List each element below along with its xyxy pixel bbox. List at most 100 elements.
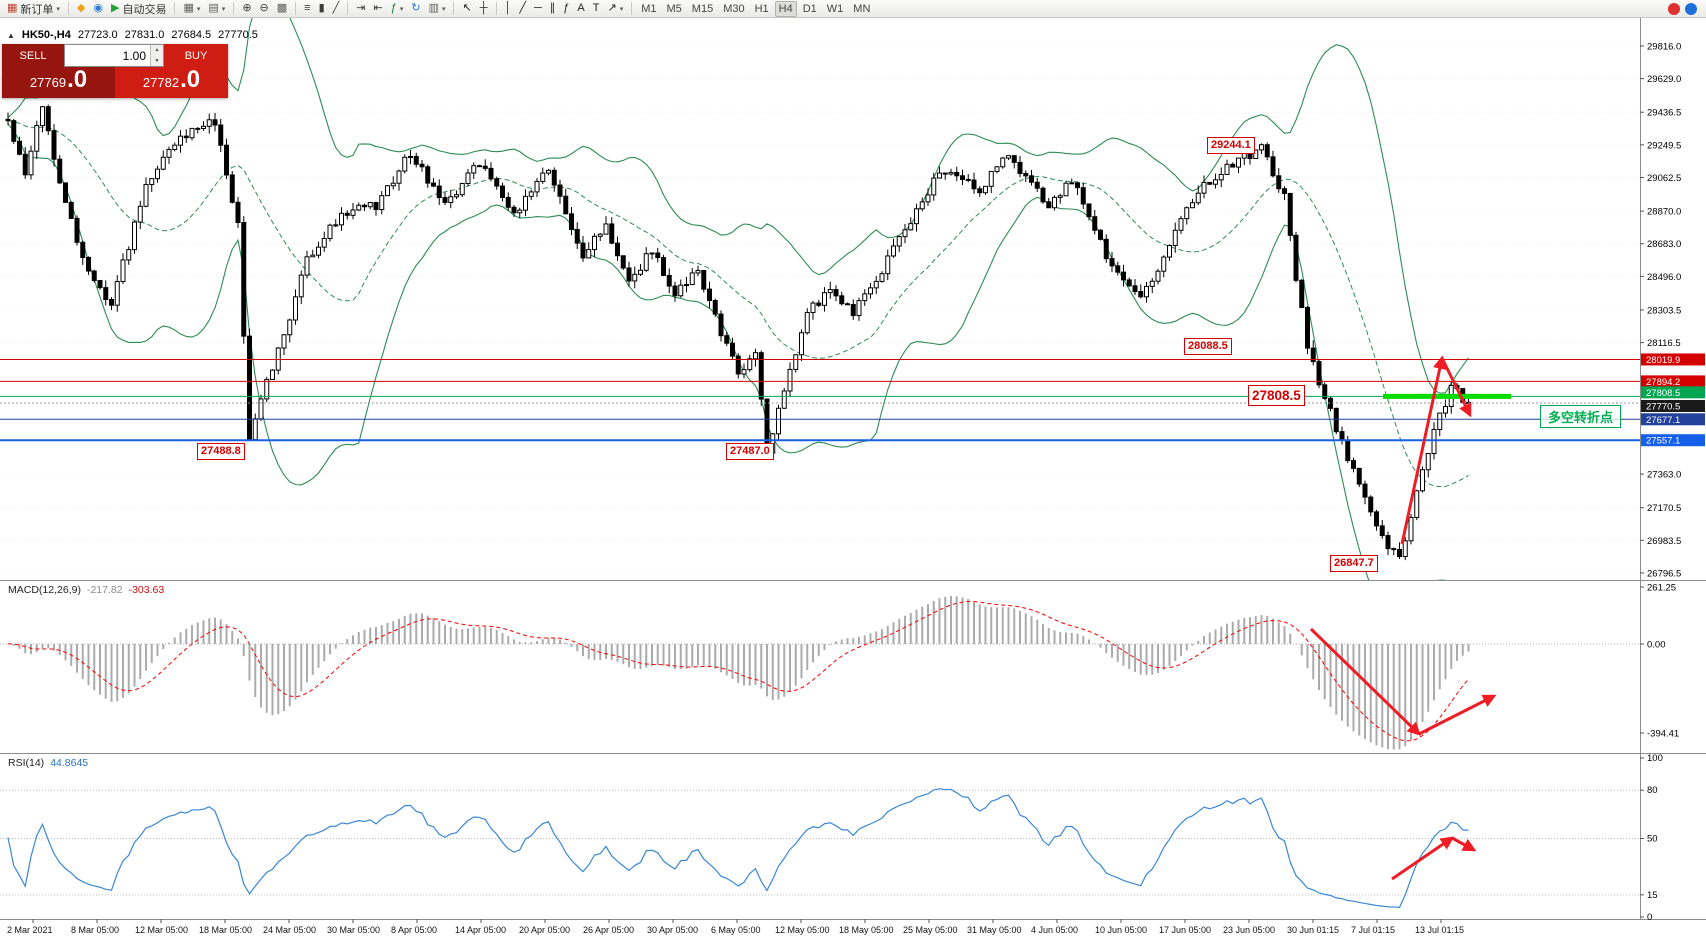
crosshair-icon: ┼	[479, 2, 488, 14]
tf-w1-button[interactable]: W1	[823, 1, 848, 17]
candlestick-chart-button[interactable]: ▮	[316, 1, 328, 17]
text-button[interactable]: A	[574, 1, 587, 17]
profiles-icon: ▤	[208, 2, 219, 14]
rsi-name: RSI(14)	[8, 757, 45, 769]
chart-shift-button[interactable]: ⇤	[370, 1, 385, 17]
cycle-button[interactable]: ↻	[408, 1, 423, 17]
svg-text:18 Mar 05:00: 18 Mar 05:00	[199, 925, 252, 935]
volume-value[interactable]: 1.00	[122, 48, 146, 63]
new-chart-button[interactable]: ▦ ▾	[180, 1, 203, 17]
svg-text:7 Jul 01:15: 7 Jul 01:15	[1351, 925, 1395, 935]
tf-m1-button[interactable]: M1	[637, 1, 660, 17]
open-value: 27723.0	[77, 29, 118, 41]
tf-h4-button[interactable]: H4	[774, 0, 797, 17]
bar-chart-button[interactable]: ≡	[301, 1, 313, 17]
trade-panel-toggle[interactable]: ▲	[7, 30, 15, 40]
svg-text:25 May 05:00: 25 May 05:00	[903, 925, 958, 935]
profiles-button[interactable]: ▤ ▾	[205, 1, 228, 17]
arrows-icon: ↗	[607, 2, 617, 14]
tf-d1-button[interactable]: D1	[799, 1, 821, 17]
ohlc-info: ▲ HK50-,H4 27723.0 27831.0 27684.5 27770…	[7, 29, 258, 41]
fibonacci-button[interactable]: ƒ	[560, 1, 572, 17]
toolbar-separator	[495, 2, 497, 15]
community-icon[interactable]: ◉	[90, 1, 106, 17]
svg-text:30 Mar 05:00: 30 Mar 05:00	[327, 925, 380, 935]
price-axis: 29816.0 29629.0 29436.5 29249.5 29062.5 28870…	[1640, 42, 1705, 579]
volume-up-button[interactable]: ▲	[151, 45, 163, 56]
blue-badge-icon[interactable]	[1685, 2, 1697, 15]
label-button[interactable]: T	[590, 1, 603, 17]
rsi-header: RSI(14) 44.8645	[8, 757, 88, 769]
svg-text:-394.41: -394.41	[1647, 729, 1679, 740]
templates-button[interactable]: ▥ ▾	[426, 1, 449, 17]
tf-m30-button[interactable]: M30	[719, 1, 748, 17]
cursor-button[interactable]: ↖	[459, 1, 474, 17]
tf-m5-button[interactable]: M5	[663, 1, 686, 17]
trend-arrows	[1309, 355, 1497, 881]
toolbar-separator	[295, 2, 297, 15]
zoom-out-button[interactable]: ⊖	[257, 1, 272, 17]
buy-price-button[interactable]: 27782.0	[115, 67, 228, 98]
bar-chart-icon: ≡	[304, 2, 311, 14]
volume-field[interactable]: 1.00 ▲ ▼	[64, 44, 164, 67]
tf-mn-button[interactable]: MN	[849, 1, 874, 17]
svg-text:29436.5: 29436.5	[1647, 108, 1681, 119]
sell-price-main: 27769	[29, 75, 67, 90]
svg-text:27808.5: 27808.5	[1646, 388, 1680, 399]
candles-layer	[5, 104, 1471, 561]
svg-text:30 Apr 05:00: 30 Apr 05:00	[647, 925, 698, 935]
caret-down-icon: ▾	[441, 5, 446, 13]
new-chart-icon: ▦	[183, 2, 194, 14]
buy-button[interactable]: BUY	[164, 44, 228, 67]
volume-down-button[interactable]: ▼	[151, 55, 163, 66]
trend-arrow	[1418, 694, 1497, 736]
red-badge-icon[interactable]	[1668, 2, 1680, 15]
svg-text:261.25: 261.25	[1647, 583, 1676, 594]
svg-text:27363.0: 27363.0	[1647, 470, 1681, 481]
rsi-value: 44.8645	[50, 757, 89, 769]
line-chart-button[interactable]: ╱	[330, 1, 343, 17]
macd-name: MACD(12,26,9)	[8, 584, 81, 596]
svg-text:27894.2: 27894.2	[1646, 377, 1680, 388]
macd-header: MACD(12,26,9) -217.82 -303.63	[8, 584, 164, 596]
trend-arrow	[1451, 836, 1477, 852]
sell-price-frac: .0	[67, 66, 88, 93]
toolbar-separator	[174, 2, 176, 15]
tf-m15-button[interactable]: M15	[688, 1, 717, 17]
channel-button[interactable]: ∥	[547, 1, 559, 17]
vertical-line-button[interactable]: │	[502, 1, 515, 17]
close-value: 27770.5	[218, 29, 258, 41]
horizontal-line-button[interactable]: ─	[531, 1, 545, 17]
price-tag-27770.5	[1641, 399, 1705, 412]
one-click-trading-panel: SELL 1.00 ▲ ▼ BUY 27769.0 27782.0	[2, 44, 228, 98]
macd-axis: 261.25 0.00 -394.41	[1640, 583, 1679, 740]
svg-text:27770.5: 27770.5	[1646, 401, 1680, 412]
zoom-in-button[interactable]: ⊕	[239, 1, 254, 17]
tf-h4-button-label: H4	[778, 2, 793, 15]
sell-button[interactable]: SELL	[2, 44, 64, 67]
trendline-button[interactable]: ╱	[516, 1, 529, 17]
tf-h1-button[interactable]: H1	[751, 1, 773, 17]
svg-text:20 Apr 05:00: 20 Apr 05:00	[519, 925, 570, 935]
macd-signal-value: -303.63	[128, 584, 165, 596]
price-tag-27677.1	[1641, 413, 1705, 426]
indicators-button[interactable]: ƒ ▾	[388, 1, 407, 17]
mql5-icon-icon: ◆	[76, 2, 86, 14]
new-order-button[interactable]: ▦ 新订单 ▾	[4, 1, 63, 17]
svg-text:26983.5: 26983.5	[1647, 536, 1681, 547]
auto-scroll-button[interactable]: ⇥	[353, 1, 368, 17]
time-axis: 2 Mar 2021 8 Mar 05:00 12 Mar 05:00 18 Mar …	[7, 919, 1464, 935]
autotrading-button[interactable]: ▶ 自动交易	[108, 1, 169, 17]
tile-windows-button[interactable]: ▩	[274, 1, 290, 17]
candlestick-chart-icon: ▮	[318, 2, 325, 14]
crosshair-button[interactable]: ┼	[477, 1, 491, 17]
svg-text:24 Mar 05:00: 24 Mar 05:00	[263, 925, 316, 935]
bollinger-middle-line	[7, 120, 1469, 488]
mql5-icon[interactable]: ◆	[74, 1, 88, 17]
svg-text:27170.5: 27170.5	[1647, 503, 1681, 514]
svg-text:28870.0: 28870.0	[1647, 207, 1681, 218]
sell-price-button[interactable]: 27769.0	[2, 67, 115, 98]
arrows-button[interactable]: ↗ ▾	[605, 1, 627, 17]
svg-text:15: 15	[1647, 890, 1658, 901]
